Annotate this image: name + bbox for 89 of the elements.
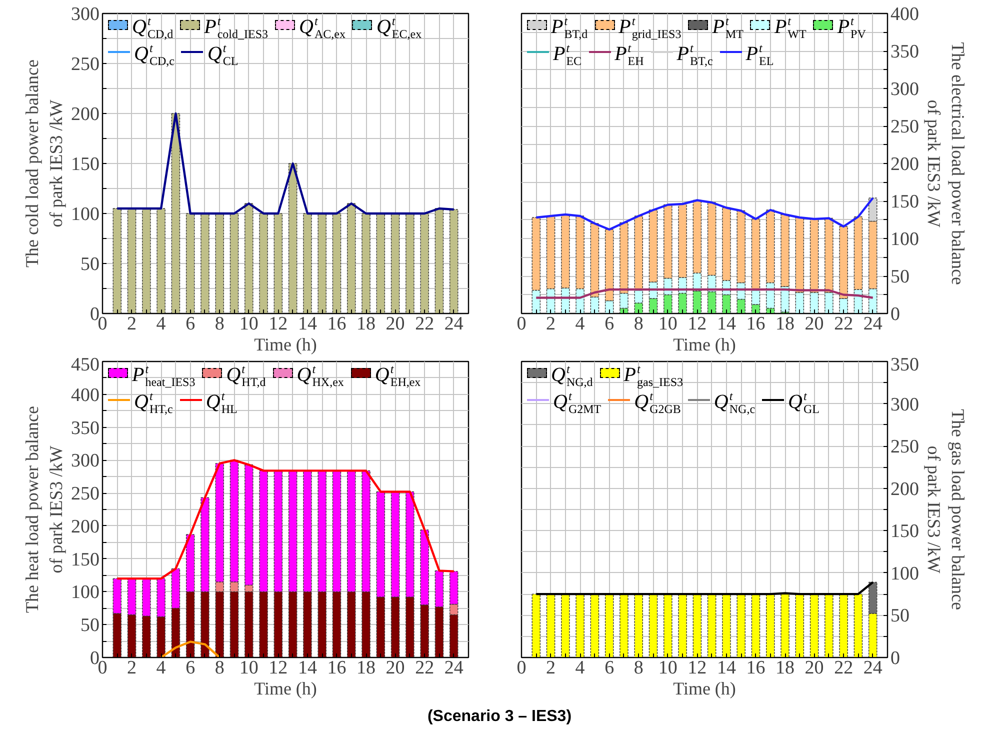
x-tick-label: 4 — [156, 314, 166, 334]
y-tick-label: 100 — [890, 229, 919, 250]
x-tick-label: 20 — [804, 314, 824, 334]
text: (Scenario 3 – IES3) — [426, 707, 573, 727]
x-tick-label: 10 — [658, 658, 678, 678]
x-tick-label: 4 — [575, 658, 586, 678]
y-tick-label: 300 — [71, 450, 100, 472]
y-tick-label: 400 — [890, 4, 919, 25]
x-tick-label: 14 — [716, 658, 736, 678]
x-tick-label: 6 — [186, 658, 196, 678]
x-tick-label: 18 — [356, 658, 376, 678]
x-tick-label: 2 — [546, 658, 556, 678]
x-tick-label: 16 — [746, 314, 766, 334]
x-tick-label: 2 — [546, 314, 556, 334]
y-tick-label: 50 — [890, 606, 910, 627]
y-tick-label: 200 — [71, 104, 100, 125]
y-tick-label: 100 — [71, 204, 100, 225]
x-tick-label: 14 — [716, 314, 736, 334]
x-tick-label: 18 — [776, 658, 795, 678]
y-tick-label: 200 — [890, 154, 919, 175]
y-tick-label: 150 — [890, 192, 919, 212]
y-tick-label: 200 — [71, 516, 100, 538]
x-tick-label: 18 — [356, 314, 376, 334]
x-tick-label: 16 — [327, 658, 346, 678]
x-tick-label: 12 — [268, 658, 288, 678]
x-tick-label: 12 — [688, 658, 707, 678]
x-tick-label: 8 — [214, 658, 224, 678]
x-tick-label: 0 — [516, 314, 526, 334]
y-axis-title: The electrical load power balance of park IES3 /kW — [924, 42, 968, 285]
x-tick-label: 14 — [298, 314, 318, 334]
y-tick-label: 350 — [71, 418, 100, 439]
x-axis-title: Time (h) — [254, 334, 317, 354]
x-tick-label: 16 — [327, 314, 346, 334]
x-tick-label: 6 — [604, 314, 614, 334]
x-tick-label: 4 — [156, 658, 166, 678]
x-tick-label: 22 — [415, 658, 434, 678]
x-tick-label: 8 — [634, 658, 644, 678]
x-tick-label: 20 — [386, 314, 405, 334]
x-tick-label: 4 — [575, 314, 586, 334]
x-tick-label: 8 — [634, 314, 644, 334]
x-axis-title: Time (h) — [673, 678, 736, 698]
x-tick-label: 16 — [746, 658, 766, 678]
y-tick-label: 300 — [890, 79, 919, 100]
x-tick-label: 12 — [268, 314, 288, 334]
x-tick-label: 8 — [214, 314, 224, 334]
y-tick-label: 150 — [890, 521, 919, 542]
y-tick-label: 250 — [890, 116, 919, 138]
y-tick-label: 300 — [890, 394, 919, 416]
x-tick-label: 2 — [127, 314, 137, 334]
y-tick-label: 50 — [80, 254, 100, 275]
x-tick-label: 20 — [804, 658, 824, 678]
x-tick-label: 24 — [863, 314, 883, 334]
y-tick-label: 350 — [890, 354, 919, 376]
x-tick-label: 14 — [298, 658, 318, 678]
y-axis-title: The heat load power balance of park IES3 /kW — [22, 406, 66, 613]
x-axis-title: Time (h) — [673, 334, 736, 354]
x-tick-label: 24 — [444, 658, 464, 678]
x-tick-label: 2 — [127, 658, 137, 678]
y-tick-label: 250 — [71, 484, 100, 505]
x-tick-label: 10 — [239, 314, 258, 334]
x-tick-label: 12 — [688, 314, 707, 334]
x-tick-label: 0 — [516, 658, 526, 678]
y-tick-label: 300 — [71, 4, 100, 25]
x-tick-label: 22 — [415, 314, 434, 334]
x-tick-label: 20 — [386, 658, 405, 678]
y-tick-label: 100 — [71, 582, 100, 604]
y-tick-label: 250 — [71, 54, 100, 75]
x-tick-label: 6 — [604, 658, 614, 678]
y-tick-label: 400 — [71, 384, 100, 406]
y-tick-label: 250 — [890, 436, 919, 458]
x-tick-label: 24 — [444, 314, 464, 334]
y-tick-label: 450 — [71, 354, 100, 376]
y-tick-label: 150 — [71, 154, 100, 175]
x-tick-label: 10 — [239, 658, 258, 678]
y-tick-label: 50 — [890, 266, 910, 288]
x-tick-label: 22 — [834, 658, 854, 678]
y-tick-label: 100 — [890, 563, 919, 584]
y-tick-label: 200 — [890, 478, 919, 500]
x-tick-label: 10 — [658, 314, 678, 334]
y-tick-label: 50 — [80, 615, 100, 636]
y-tick-label: 150 — [71, 549, 100, 570]
x-tick-label: 24 — [863, 658, 883, 678]
x-tick-label: 22 — [834, 314, 854, 334]
x-tick-label: 18 — [776, 314, 795, 334]
y-tick-label: 350 — [890, 42, 919, 62]
y-axis-title: The gas load power balance of park IES3 /kW — [924, 409, 968, 610]
x-axis-title: Time (h) — [254, 678, 317, 698]
x-tick-label: 6 — [186, 314, 196, 334]
y-axis-title: The cold load power balance of park IES3 /kW — [22, 60, 66, 268]
